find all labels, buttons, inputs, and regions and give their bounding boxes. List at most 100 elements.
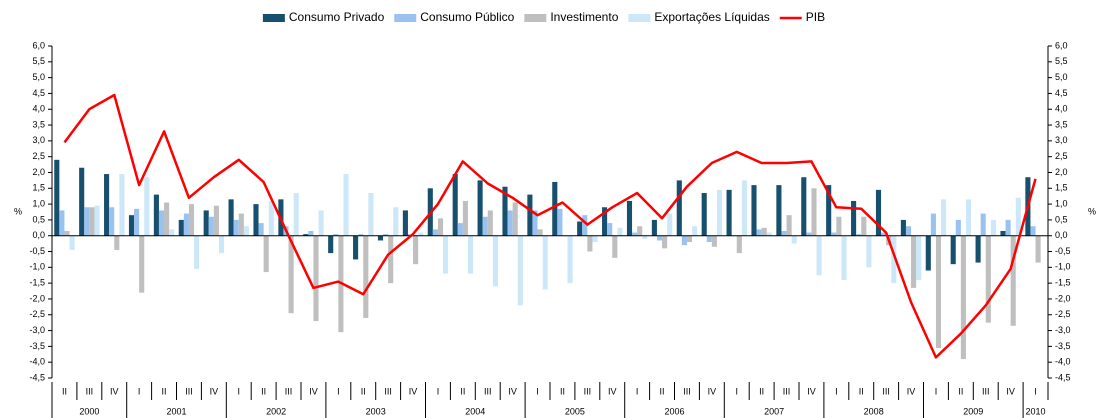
bar <box>502 186 508 236</box>
x-tick-label: II <box>560 386 565 396</box>
bar <box>482 216 488 236</box>
bar <box>258 223 264 236</box>
x-tick-label: I <box>237 386 240 396</box>
y-tick-label: -2,0 <box>29 293 45 303</box>
y2-tick-label: 5,0 <box>1055 72 1068 82</box>
bar <box>632 232 638 236</box>
x-tick-label: I <box>1034 386 1037 396</box>
y2-tick-label: 4,0 <box>1055 104 1068 114</box>
y2-tick-label: 1,5 <box>1055 183 1068 193</box>
bar <box>911 235 917 288</box>
x-tick-label: III <box>683 386 691 396</box>
y-tick-label: 3,0 <box>32 135 45 145</box>
bar <box>353 235 359 260</box>
bar <box>841 235 847 280</box>
bar <box>776 185 782 236</box>
year-label: 2003 <box>366 406 386 416</box>
bar <box>377 235 384 241</box>
bar <box>203 210 209 236</box>
bar <box>607 223 613 236</box>
x-tick-label: IV <box>409 386 418 396</box>
bar <box>900 219 906 236</box>
bar <box>402 210 408 236</box>
y2-tick-label: -4,0 <box>1055 357 1071 367</box>
bar <box>542 235 548 290</box>
bar <box>1035 235 1041 263</box>
bar <box>826 185 832 236</box>
bar <box>681 235 687 246</box>
bar <box>128 215 135 236</box>
bar <box>875 189 882 236</box>
bar <box>656 235 663 241</box>
bar <box>686 235 693 243</box>
y2-tick-label: 5,5 <box>1055 56 1068 66</box>
bar <box>836 216 842 236</box>
x-tick-label: IV <box>508 386 517 396</box>
x-tick-label: III <box>484 386 492 396</box>
y-tick-label: -0,5 <box>29 246 45 256</box>
x-tick-label: III <box>982 386 990 396</box>
year-label: 2000 <box>79 406 99 416</box>
legend-label: Exportações Líquidas <box>654 10 769 24</box>
y-tick-label: 4,5 <box>32 88 45 98</box>
bar <box>164 202 170 236</box>
legend-swatch <box>394 14 417 22</box>
x-tick-label: II <box>261 386 266 396</box>
bar <box>567 235 573 284</box>
y-tick-label: 5,5 <box>32 56 45 66</box>
bar <box>577 221 583 236</box>
bar <box>487 210 493 236</box>
y2-tick-label: -2,5 <box>1055 309 1071 319</box>
x-tick-label: I <box>536 386 539 396</box>
bar <box>84 207 90 236</box>
bar <box>716 189 723 236</box>
year-label: 2007 <box>764 406 784 416</box>
x-tick-label: IV <box>1006 386 1015 396</box>
year-label: 2002 <box>266 406 286 416</box>
legend-swatch <box>628 14 651 22</box>
bar <box>507 210 513 236</box>
bar <box>990 219 996 236</box>
bar <box>253 204 259 236</box>
bar <box>208 216 214 236</box>
bar <box>925 235 931 271</box>
bar <box>861 216 867 236</box>
bar <box>676 180 682 236</box>
x-tick-label: IV <box>608 386 617 396</box>
y2-tick-label: -0,5 <box>1055 246 1071 256</box>
bar <box>626 200 633 236</box>
x-tick-label: II <box>660 386 665 396</box>
line-series <box>63 93 1037 359</box>
bar <box>692 226 698 236</box>
bar <box>955 219 961 236</box>
bar <box>169 229 175 236</box>
year-label: 2005 <box>565 406 585 416</box>
bar <box>637 226 643 236</box>
bar <box>178 219 184 236</box>
bar <box>437 218 444 236</box>
y-tick-label: 2,0 <box>32 167 45 177</box>
bar <box>891 235 897 284</box>
bar <box>492 235 498 287</box>
bar <box>452 174 458 236</box>
bar <box>343 174 349 236</box>
bar <box>238 213 244 236</box>
bar <box>268 200 274 236</box>
y-tick-label: -1,5 <box>29 278 45 288</box>
bar <box>393 207 399 236</box>
bar <box>59 210 65 236</box>
bar <box>388 235 394 284</box>
bar <box>188 204 195 236</box>
x-tick-label: III <box>185 386 193 396</box>
year-label: 2006 <box>664 406 684 416</box>
bar <box>1005 219 1011 236</box>
legend-label: Investimento <box>550 10 618 24</box>
bar <box>706 235 712 243</box>
x-tick-label: III <box>384 386 392 396</box>
bar <box>831 232 837 236</box>
bar <box>358 234 364 236</box>
bar <box>726 189 732 236</box>
bar <box>741 180 747 236</box>
bar <box>1000 230 1006 236</box>
bar <box>183 213 189 236</box>
